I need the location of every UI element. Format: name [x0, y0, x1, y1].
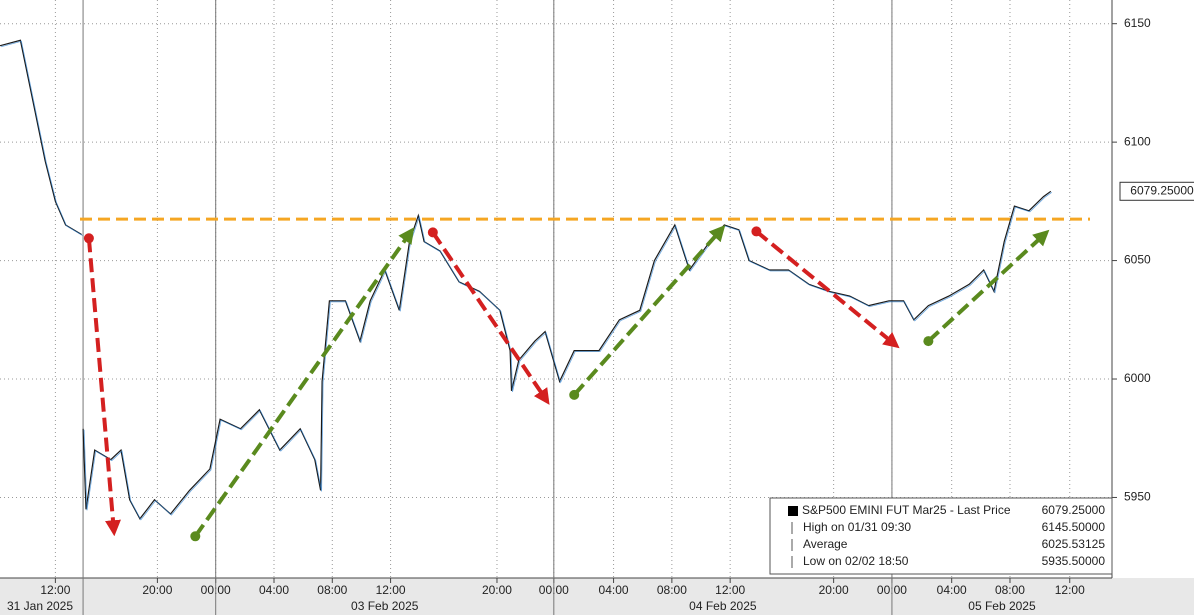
y-tick-label: 6100 [1124, 134, 1151, 148]
y-tick-label: 5950 [1124, 490, 1151, 504]
arrow-start [923, 336, 934, 347]
trend-arrow [572, 224, 726, 397]
trend-arrow [755, 229, 900, 349]
x-tick-label: 04:00 [599, 583, 629, 597]
x-tick-label: 08:00 [995, 583, 1025, 597]
x-tick-label: 12:00 [1055, 583, 1085, 597]
arrow-start [569, 389, 580, 400]
date-label: 03 Feb 2025 [351, 599, 419, 613]
price-line-shade [0, 40, 1053, 521]
trend-arrow [927, 229, 1050, 343]
x-tick-label: 04:00 [259, 583, 289, 597]
legend-value: 6025.53125 [1042, 537, 1106, 551]
y-tick-label: 6000 [1124, 371, 1151, 385]
legend-value: 6079.25000 [1042, 503, 1106, 517]
x-tick-label: 08:00 [317, 583, 347, 597]
legend-value: 5935.50000 [1042, 554, 1106, 568]
trend-arrow [193, 227, 415, 538]
last-price-label: 6079.25000 [1130, 183, 1194, 197]
trend-arrow [86, 238, 121, 537]
y-tick-label: 6050 [1124, 253, 1151, 267]
price-line [0, 39, 1052, 520]
date-label: 05 Feb 2025 [968, 599, 1036, 613]
x-tick-label: 20:00 [482, 583, 512, 597]
legend-value: 6145.50000 [1042, 520, 1106, 534]
legend-label: S&P500 EMINI FUT Mar25 - Last Price [802, 503, 1011, 517]
trend-arrow [431, 231, 550, 405]
arrow-start [751, 226, 762, 237]
x-tick-label: 20:00 [142, 583, 172, 597]
legend-label: High on 01/31 09:30 [803, 520, 911, 534]
x-tick-label: 12:00 [376, 583, 406, 597]
last-price-box [1119, 181, 1194, 201]
x-tick-label: 04:00 [937, 583, 967, 597]
legend-label: Average [803, 537, 848, 551]
arrow-start [427, 227, 438, 238]
x-axis-band [0, 578, 1194, 615]
x-tick-label: 20:00 [819, 583, 849, 597]
date-label: 31 Jan 2025 [7, 599, 73, 613]
y-tick-label: 6150 [1124, 16, 1151, 30]
arrow-start [190, 531, 201, 542]
x-tick-label: 12:00 [40, 583, 70, 597]
x-tick-label: 08:00 [657, 583, 687, 597]
x-tick-label: 12:00 [715, 583, 745, 597]
legend-box [769, 497, 1113, 575]
legend-swatch [788, 506, 798, 516]
legend-label: Low on 02/02 18:50 [803, 554, 909, 568]
date-label: 04 Feb 2025 [689, 599, 757, 613]
arrow-start [83, 233, 94, 244]
